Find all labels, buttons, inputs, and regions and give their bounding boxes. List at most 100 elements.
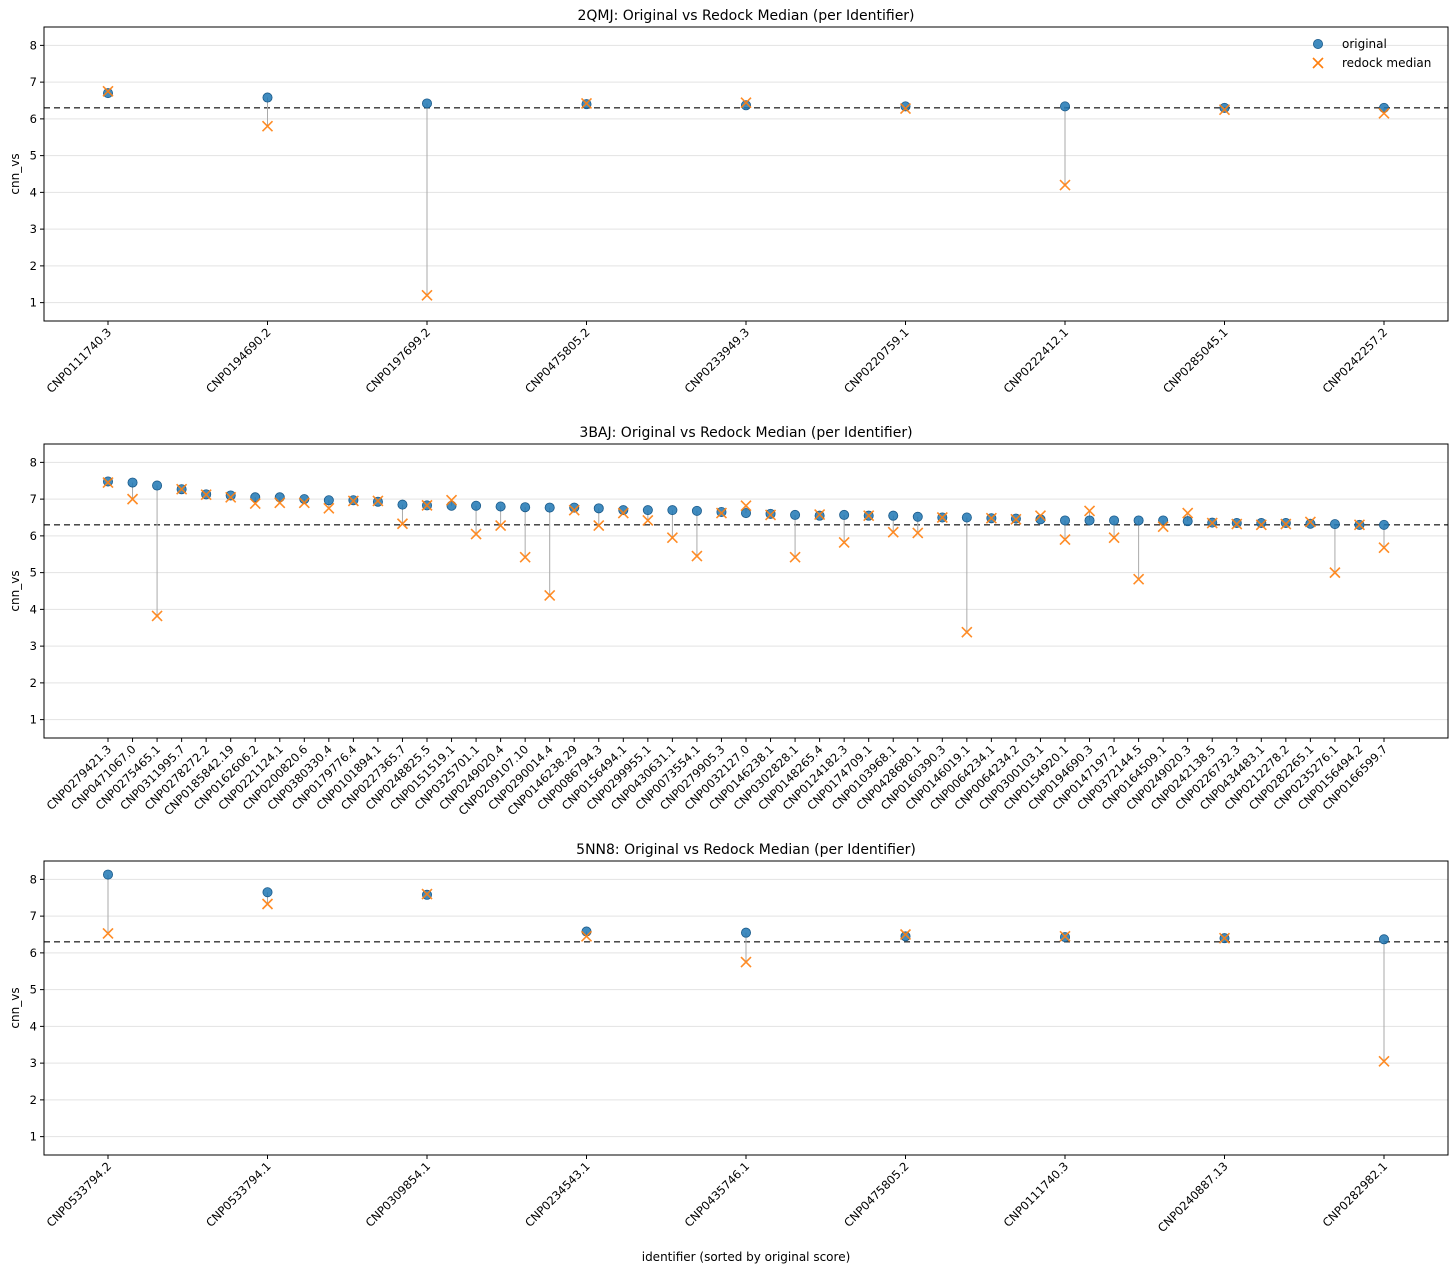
original-point <box>900 931 911 942</box>
original-point <box>691 505 702 516</box>
redock-median-point <box>470 528 482 540</box>
redock-median-point <box>1255 519 1267 531</box>
x-tick-label: CNP0475805.2 <box>522 325 593 396</box>
original-point <box>888 510 899 521</box>
x-tick-label: CNP0285045.1 <box>1160 325 1231 396</box>
original-point <box>1109 515 1120 526</box>
redock-median-point <box>1157 521 1169 533</box>
axes-frame <box>43 860 1449 1156</box>
redock-median-point <box>1378 1055 1390 1067</box>
original-point <box>1219 102 1230 113</box>
redock-median-point <box>421 888 433 900</box>
redock-median-point <box>899 103 912 115</box>
redock-median-point <box>544 589 556 601</box>
redock-median-point <box>200 489 212 501</box>
redock-median-point <box>274 497 286 509</box>
redock-median-point <box>102 927 114 939</box>
y-tick-label: 8 <box>30 872 37 886</box>
original-point <box>323 495 334 506</box>
redock-median-point <box>1059 533 1071 546</box>
redock-median-point <box>764 509 777 521</box>
redock-median-point <box>666 532 678 544</box>
y-tick-label: 3 <box>30 639 37 653</box>
redock-median-point <box>642 514 654 527</box>
original-point <box>1158 515 1169 526</box>
original-point <box>1084 515 1095 526</box>
original-point <box>1182 516 1193 527</box>
x-tick-label: CNP0309854.1 <box>363 1159 434 1230</box>
y-tick-label: 4 <box>30 185 37 199</box>
original-point <box>581 926 592 937</box>
redock-median-point <box>1304 516 1316 528</box>
redock-median-point <box>1034 510 1047 522</box>
redock-median-point <box>887 526 899 538</box>
original-point <box>1060 515 1071 526</box>
y-axis-label: cnn_vs <box>8 570 22 611</box>
x-tick-label: CNP0197699.2 <box>363 325 434 396</box>
chart-panel-1: 1 2 3 4 5 6 7 8 CNP0111740.3 CNP0194690.2 CNP01976… <box>8 8 1449 396</box>
redock-median-point <box>1133 573 1145 585</box>
original-point <box>495 501 506 512</box>
original-point <box>397 499 408 510</box>
x-tick-label: CNP0533794.2 <box>44 1159 115 1230</box>
redock-median-point <box>863 510 875 522</box>
redock-median-point <box>519 551 531 563</box>
redock-median-point <box>715 507 728 519</box>
y-tick-label: 1 <box>30 713 37 727</box>
redock-median-point <box>102 477 114 489</box>
redock-median-point <box>1206 517 1218 529</box>
x-tick-label: CNP0234543.1 <box>522 1159 593 1230</box>
redock-median-point <box>593 520 605 532</box>
y-tick-label: 1 <box>30 296 37 310</box>
y-tick-label: 2 <box>30 676 37 690</box>
y-tick-label: 4 <box>30 602 37 616</box>
original-point <box>1256 518 1267 529</box>
y-tick-label: 5 <box>30 983 37 997</box>
original-point <box>262 887 273 898</box>
redock-median-point <box>1010 513 1022 525</box>
y-tick-label: 3 <box>30 222 37 236</box>
original-point <box>1329 519 1340 530</box>
original-point <box>127 477 138 488</box>
y-tick-label: 2 <box>30 259 37 273</box>
redock-median-point <box>261 898 274 910</box>
redock-median-point <box>1329 567 1341 579</box>
original-point <box>103 869 114 880</box>
y-tick-label: 6 <box>30 529 37 543</box>
redock-median-point <box>1059 930 1071 942</box>
redock-median-point <box>126 493 139 505</box>
original-point <box>1379 934 1390 945</box>
redock-median-point <box>1108 532 1120 544</box>
original-point <box>741 927 752 938</box>
redock-median-point <box>912 527 924 539</box>
original-point <box>667 505 678 516</box>
redock-median-point <box>1280 518 1292 530</box>
chart-panel-3: 1 2 3 4 5 6 7 8 CNP0533794.2 CNP0533794.1 CNP03098… <box>8 842 1449 1264</box>
x-axis-label: identifier (sorted by original score) <box>642 1250 851 1264</box>
redock-median-point <box>102 85 114 97</box>
original-point <box>250 492 261 503</box>
y-tick-label: 1 <box>30 1130 37 1144</box>
original-point <box>1379 519 1390 530</box>
x-tick-label: CNP0475805.2 <box>841 1159 912 1230</box>
x-tick-label: CNP0111740.3 <box>1001 1159 1072 1230</box>
redock-median-point <box>495 520 507 532</box>
y-tick-label: 2 <box>30 1093 37 1107</box>
x-tick-label: CNP0240887.13 <box>1155 1159 1231 1235</box>
redock-median-point <box>1218 104 1231 116</box>
x-tick-label: CNP0435746.1 <box>682 1159 753 1230</box>
original-point <box>900 101 911 112</box>
redock-median-point <box>1083 505 1096 517</box>
original-point <box>961 512 972 523</box>
original-point <box>642 505 653 516</box>
y-tick-label: 8 <box>30 455 37 469</box>
redock-median-point <box>985 512 997 524</box>
redock-median-point <box>740 500 752 512</box>
original-point <box>741 508 752 519</box>
legend-redock-marker <box>1312 57 1324 69</box>
original-point <box>471 500 482 511</box>
redock-median-point <box>1059 179 1071 191</box>
axes-frame <box>43 443 1449 739</box>
redock-median-point <box>580 97 593 110</box>
x-tick-label: CNP0111740.3 <box>44 325 115 396</box>
